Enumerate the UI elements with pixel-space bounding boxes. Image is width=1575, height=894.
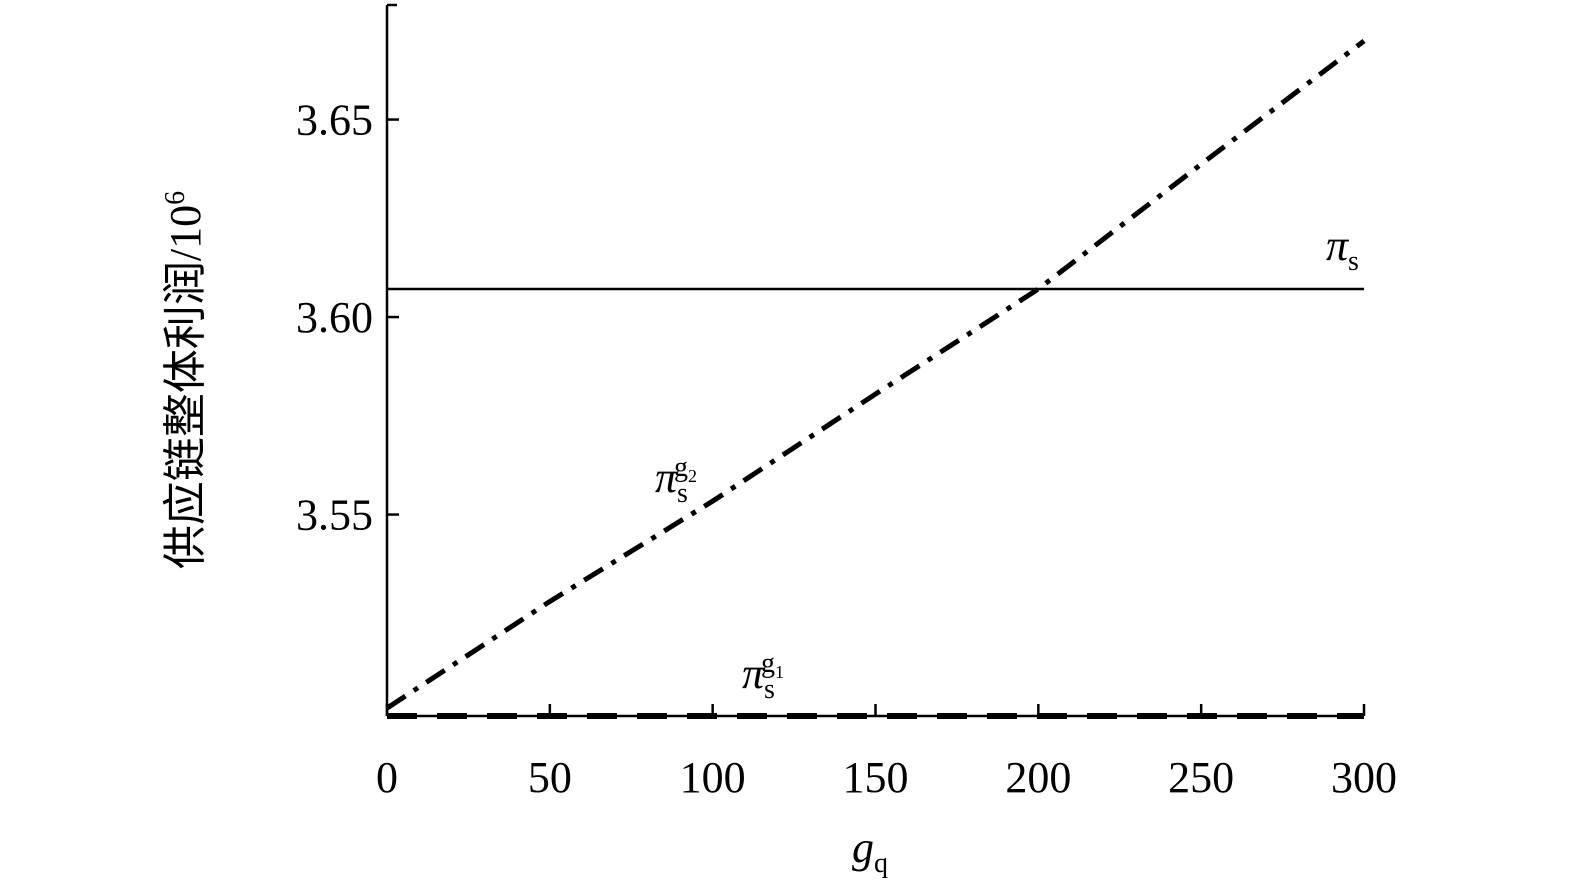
y-axis-label-sup: 6 — [160, 191, 191, 205]
series-label-symbol: π — [742, 649, 766, 698]
series-label-sup-sub: 1 — [775, 662, 784, 682]
x-tick-label: 50 — [528, 753, 572, 802]
series-label: πsg1 — [742, 648, 784, 705]
y-axis-label: 供应链整体利润/106 — [160, 191, 210, 569]
series-label-sup: g — [674, 452, 688, 483]
series-line — [385, 38, 1366, 711]
x-tick-label: 0 — [376, 753, 398, 802]
x-axis-label-sub: q — [874, 848, 888, 879]
y-axis-label-text: 供应链整体利润/10 — [161, 205, 210, 569]
series-label-sub: s — [677, 478, 688, 509]
series-label: πsg2 — [655, 452, 697, 509]
series-label-symbol: π — [655, 453, 679, 502]
series-label-symbol: π — [1326, 221, 1350, 270]
x-axis-label: gq — [852, 823, 888, 879]
series-label-sub: s — [764, 674, 775, 705]
y-tick-label: 3.60 — [296, 293, 373, 342]
series-label-sub: s — [1348, 246, 1359, 277]
x-tick-label: 200 — [1005, 753, 1071, 802]
x-tick-label: 150 — [843, 753, 909, 802]
x-tick-label: 250 — [1168, 753, 1234, 802]
series-label-sup-sub: 2 — [688, 466, 697, 486]
x-tick-label: 100 — [680, 753, 746, 802]
series-label: πs — [1326, 221, 1359, 277]
y-tick-label: 3.55 — [296, 491, 373, 540]
y-tick-label: 3.65 — [296, 96, 373, 145]
x-axis-label-text: g — [852, 823, 874, 872]
x-tick-label: 300 — [1331, 753, 1397, 802]
series-label-sup: g — [761, 648, 775, 679]
